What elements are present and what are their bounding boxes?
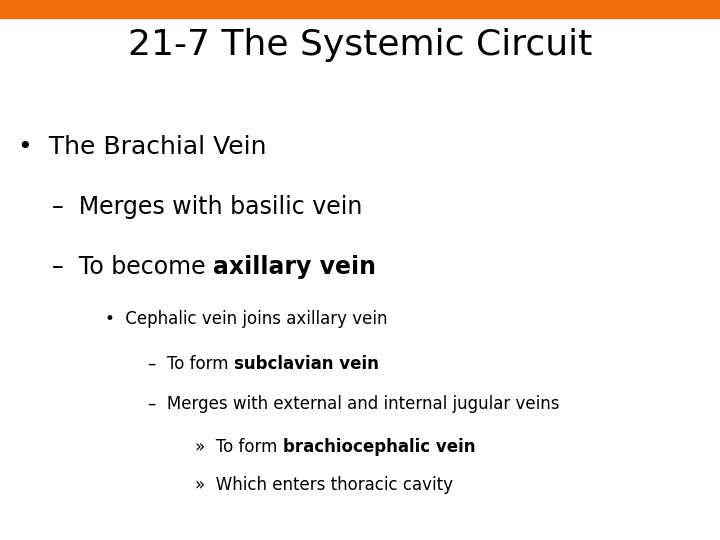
- Text: •  Cephalic vein joins axillary vein: • Cephalic vein joins axillary vein: [105, 310, 387, 328]
- Text: –  To become: – To become: [52, 255, 213, 279]
- Text: subclavian vein: subclavian vein: [234, 355, 379, 373]
- Text: »  To form: » To form: [195, 438, 283, 456]
- Text: »  Which enters thoracic cavity: » Which enters thoracic cavity: [195, 476, 453, 494]
- Text: •  The Brachial Vein: • The Brachial Vein: [18, 135, 266, 159]
- Text: 21-7 The Systemic Circuit: 21-7 The Systemic Circuit: [128, 28, 592, 62]
- Text: –  Merges with external and internal jugular veins: – Merges with external and internal jugu…: [148, 395, 559, 413]
- Text: axillary vein: axillary vein: [213, 255, 376, 279]
- Text: –  Merges with basilic vein: – Merges with basilic vein: [52, 195, 362, 219]
- Text: –  To form: – To form: [148, 355, 234, 373]
- Text: brachiocephalic vein: brachiocephalic vein: [283, 438, 475, 456]
- Bar: [0, 0, 720, 18]
